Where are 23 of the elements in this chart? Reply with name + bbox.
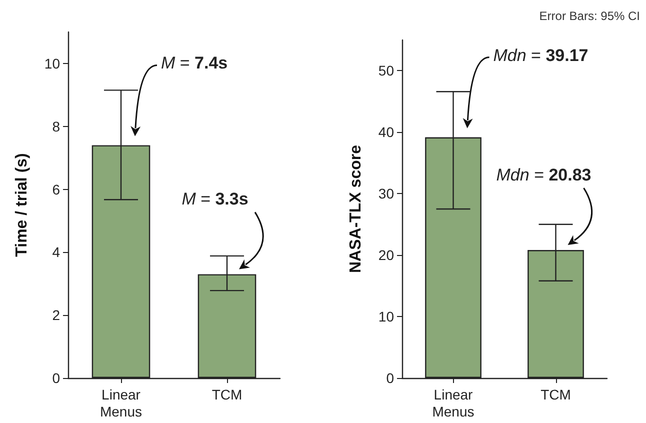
y-tick-label: 2 xyxy=(52,307,60,324)
y-tick-label: 10 xyxy=(378,308,394,325)
y-tick-label: 30 xyxy=(378,186,394,202)
y-tick-label: 20 xyxy=(378,247,394,264)
x-tick-label: Linear Menus xyxy=(432,386,474,420)
y-axis-title: Time / trial (s) xyxy=(14,153,30,257)
y-tick-label: 8 xyxy=(52,118,60,134)
y-tick-label: 6 xyxy=(52,181,60,198)
x-tick-label: Linear Menus xyxy=(100,386,142,420)
y-tick-label: 0 xyxy=(386,370,394,386)
annotation: M = 7.4s xyxy=(161,54,228,73)
y-tick-label: 4 xyxy=(52,244,60,260)
annotation: Mdn = 39.17 xyxy=(493,46,588,65)
text: Error Bars: 95% CI xyxy=(539,9,640,23)
y-axis-title: NASA-TLX score xyxy=(348,144,364,274)
y-tick-label: 50 xyxy=(378,62,394,79)
annotation: Mdn = 20.83 xyxy=(496,165,592,184)
x-tick-label: TCM xyxy=(540,386,571,402)
y-tick-label: 40 xyxy=(378,124,394,140)
annotation: M = 3.3s xyxy=(182,190,248,209)
y-tick-label: 10 xyxy=(44,55,60,72)
x-tick-label: TCM xyxy=(212,386,242,402)
y-tick-label: 0 xyxy=(52,370,60,386)
